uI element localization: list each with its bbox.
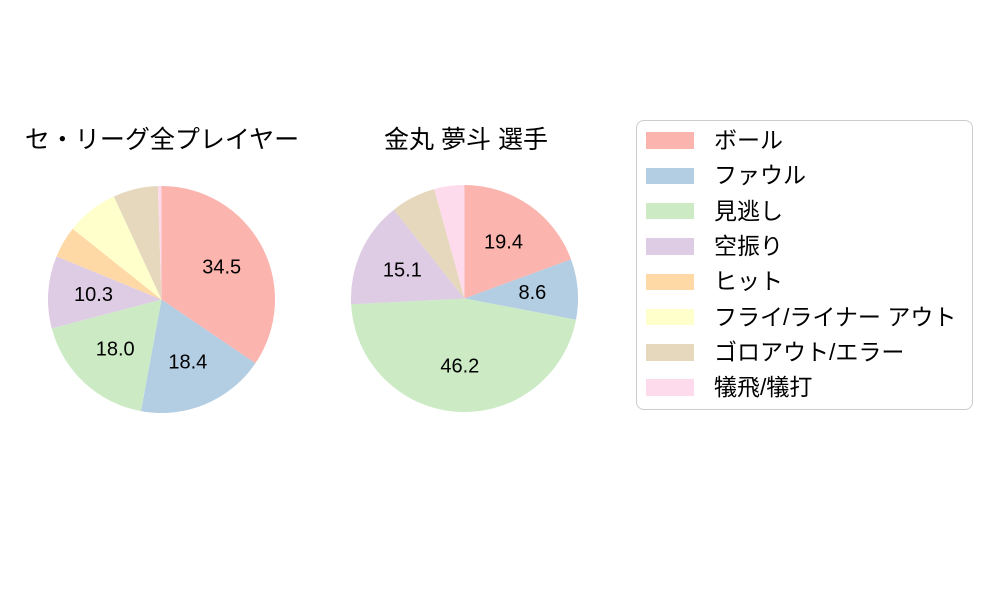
legend-swatch-ball [646, 132, 694, 149]
pie-value-label-ball: 19.4 [484, 232, 523, 254]
legend-label-groundout-error: ゴロアウト/エラー [714, 338, 905, 365]
pie-slice-ball [161, 186, 275, 364]
pie-value-label-ball: 34.5 [202, 257, 241, 279]
pie-slice-called-strike [51, 299, 162, 412]
legend-label-fly-liner-out: フライ/ライナー アウト [714, 303, 957, 330]
pie-slice-sac-fly-bunt [434, 185, 465, 299]
pie-slice-swinging-strike [48, 256, 162, 329]
legend: ボールファウル見逃し空振りヒットフライ/ライナー アウト ゴロアウト/エラー 犠飛/… [636, 120, 973, 410]
legend-swatch-foul [646, 167, 694, 185]
legend-item-foul: ファウル [637, 158, 972, 193]
legend-swatch-hit [646, 273, 694, 291]
pie-slice-hit [56, 228, 162, 300]
pie-value-label-swinging-strike: 10.3 [74, 284, 113, 306]
legend-label-hit: ヒット [714, 268, 783, 295]
pie-slice-groundout-error [113, 186, 162, 300]
pie-value-label-called-strike: 18.0 [96, 338, 135, 360]
pie-value-label-foul: 18.4 [168, 351, 207, 373]
pie-slice-fly-liner-out [72, 196, 162, 300]
pie-slice-foul [140, 299, 256, 413]
legend-item-hit: ヒット [637, 264, 972, 299]
legend-item-swinging-strike: 空振り [637, 229, 972, 264]
legend-item-ball: ボール [637, 123, 972, 158]
pie-slice-foul [464, 259, 579, 320]
legend-swatch-swinging-strike [646, 238, 694, 255]
legend-label-foul: ファウル [714, 162, 806, 189]
pie-slice-called-strike [351, 298, 576, 413]
legend-item-sac-fly-bunt: 犠飛/犠打 [637, 370, 972, 405]
pie-slice-sac-fly-bunt [157, 186, 162, 300]
pie-chart-league: 34.5 18.4 18.0 10.3 [48, 186, 275, 413]
pie-title-player: 金丸 夢斗 選手 [384, 126, 548, 154]
legend-label-called-strike: 見逃し [714, 197, 783, 224]
pie-title-league: セ・リーグ全プレイヤー [24, 126, 300, 154]
legend-item-fly-liner-out: フライ/ライナー アウト [637, 299, 972, 334]
legend-label-ball: ボール [714, 127, 783, 154]
pie-value-label-swinging-strike: 15.1 [383, 260, 422, 282]
pie-slice-swinging-strike [351, 209, 465, 305]
legend-item-groundout-error: ゴロアウト/エラー [637, 335, 972, 370]
legend-swatch-sac-fly-bunt [646, 379, 694, 396]
legend-swatch-fly-liner-out [646, 308, 694, 326]
pie-slice-groundout-error [393, 189, 465, 299]
pie-chart-player: 19.4 8.6 46.2 15.1 [351, 185, 579, 413]
pie-value-label-foul: 8.6 [518, 282, 546, 304]
legend-swatch-groundout-error [646, 344, 694, 361]
legend-swatch-called-strike [646, 202, 694, 220]
pie-value-label-called-strike: 46.2 [440, 355, 479, 377]
legend-label-swinging-strike: 空振り [714, 233, 783, 260]
legend-item-called-strike: 見逃し [637, 194, 972, 229]
legend-label-sac-fly-bunt: 犠飛/犠打 [714, 374, 813, 401]
pie-slice-ball [464, 185, 572, 299]
